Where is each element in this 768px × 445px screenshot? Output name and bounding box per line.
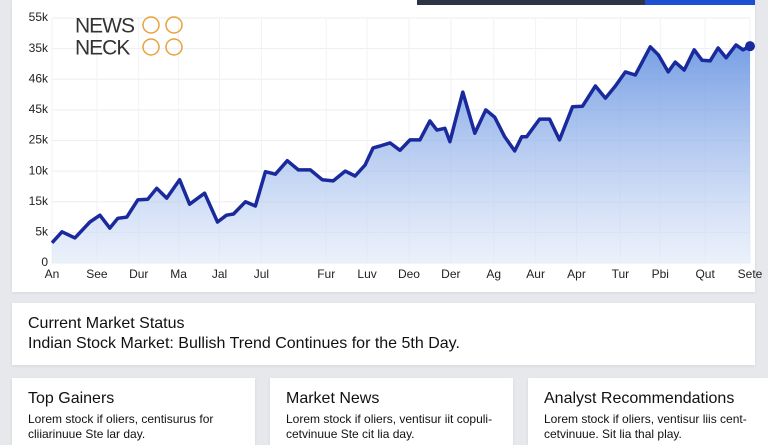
area: [52, 44, 750, 264]
x-tick-label: Sete: [738, 267, 763, 281]
x-tick-label: Qut: [695, 267, 715, 281]
x-tick-label: Jul: [254, 267, 269, 281]
logo-icon: [142, 38, 160, 56]
x-tick-label: Luv: [357, 267, 376, 281]
x-tick-label: Ag: [486, 267, 501, 281]
line: [50, 43, 751, 244]
logo: NEWS NECK: [75, 15, 183, 60]
card-line: cetvinuue Ste cit lia day.: [286, 427, 415, 441]
x-tick-label: Aur: [526, 267, 545, 281]
card: Analyst Recommendations Lorem stock if o…: [528, 378, 768, 445]
card-line: cliiarinuue Ste lar day.: [28, 427, 146, 441]
card-line: Lorem stock if oliers, ventisur liis cen…: [544, 412, 747, 426]
card-body: Lorem stock if oliers, ventisur iit copu…: [286, 412, 492, 442]
card: Top Gainers Lorem stock if oliers, centi…: [12, 378, 255, 445]
card-title: Top Gainers: [28, 390, 115, 407]
status-panel: Current Market Status Indian Stock Marke…: [12, 303, 755, 365]
y-tick-label: 46k: [29, 71, 49, 85]
y-tick-label: 55k: [29, 10, 49, 24]
x-tick-label: Der: [441, 267, 460, 281]
end-point: [745, 41, 755, 52]
x-tick-label: Deo: [398, 267, 420, 281]
y-tick-label: 45k: [29, 102, 49, 116]
y-tick-label: 0: [41, 255, 48, 269]
x-tick-label: Tur: [612, 267, 630, 281]
card: Market News Lorem stock if oliers, venti…: [270, 378, 513, 445]
x-tick-label: An: [45, 267, 60, 281]
card-body: Lorem stock if oliers, ventisur liis cen…: [544, 412, 747, 442]
logo-icon: [165, 38, 183, 56]
status-heading: Current Market Status: [28, 315, 185, 332]
card-line: cetvinuue. Sit lia thal play.: [544, 427, 682, 441]
x-tick-label: Jal: [212, 267, 227, 281]
card-line: Lorem stock if oliers, ventisur iit copu…: [286, 412, 493, 426]
card-title: Analyst Recommendations: [544, 390, 735, 407]
x-tick-label: Apr: [567, 267, 586, 281]
card-body: Lorem stock if oliers, centisurus for cli…: [28, 412, 213, 442]
y-tick-label: 15k: [29, 194, 49, 208]
x-tick-label: See: [86, 267, 108, 281]
card-line: Lorem stock if oliers, centisurus for: [28, 412, 214, 426]
x-tick-label: Dur: [129, 267, 148, 281]
y-tick-label: 5k: [35, 225, 49, 239]
y-tick-label: 10k: [29, 163, 49, 177]
x-tick-label: Ma: [170, 267, 187, 281]
status-headline: Indian Stock Market: Bullish Trend Conti…: [28, 335, 460, 352]
logo-icon: [142, 16, 160, 34]
chart: NEWS NECK 0 5k 15k 10k 25k 45k 46k 35k 55k An See D…: [29, 0, 763, 281]
top-bar-accent: [645, 0, 755, 5]
top-bar: [417, 0, 645, 5]
logo-icon: [165, 16, 183, 34]
y-tick-label: 25k: [29, 133, 49, 147]
x-tick-label: Pbi: [652, 267, 669, 281]
card-title: Market News: [286, 390, 380, 407]
x-tick-label: Fur: [317, 267, 335, 281]
logo-text: NEWS: [75, 15, 135, 38]
y-tick-label: 35k: [29, 41, 49, 55]
logo-text: NECK: [75, 37, 130, 60]
